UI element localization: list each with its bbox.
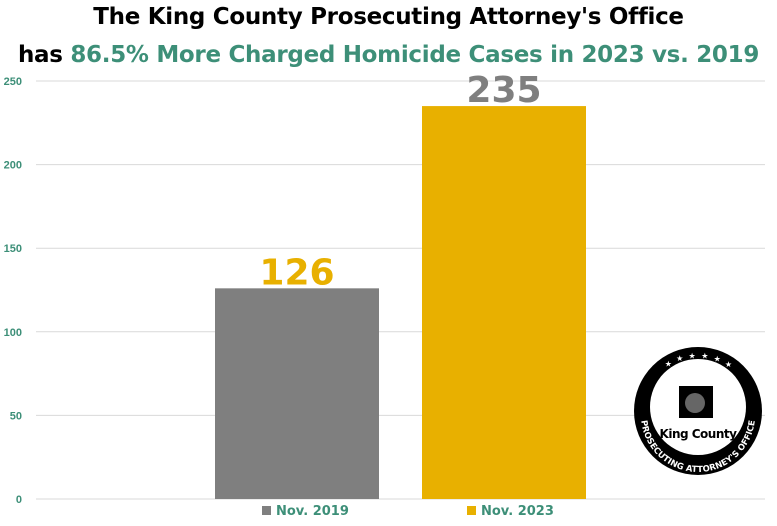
star-icon: ★ — [701, 351, 708, 360]
chart-title-line1: The King County Prosecuting Attorney's O… — [93, 4, 684, 30]
star-icon: ★ — [676, 354, 683, 363]
y-tick-label: 150 — [4, 243, 22, 255]
data-label: 126 — [259, 252, 334, 293]
legend-swatch — [262, 506, 271, 515]
title-highlight: 86.5% More Charged Homicide Cases in 202… — [70, 42, 760, 68]
y-tick-label: 50 — [10, 410, 22, 422]
y-tick-label: 200 — [4, 160, 22, 172]
y-tick-label: 100 — [4, 327, 22, 339]
legend-swatch — [467, 506, 476, 515]
chart-title-line2: has 86.5% More Charged Homicide Cases in… — [0, 42, 777, 68]
portrait-face — [685, 393, 705, 413]
star-icon: ★ — [689, 351, 696, 360]
title-prefix: has — [17, 42, 71, 68]
data-label: 235 — [466, 70, 541, 111]
star-icon: ★ — [665, 360, 672, 369]
bar-nov-2019 — [215, 288, 379, 499]
y-tick-label: 0 — [16, 494, 22, 506]
legend-label: Nov. 2023 — [481, 504, 554, 519]
y-tick-label: 250 — [4, 76, 22, 88]
legend-label: Nov. 2019 — [276, 504, 349, 519]
logo-name: King County — [660, 427, 738, 441]
star-icon: ★ — [714, 354, 721, 363]
bar-nov-2023 — [422, 106, 586, 499]
star-icon: ★ — [725, 360, 732, 369]
